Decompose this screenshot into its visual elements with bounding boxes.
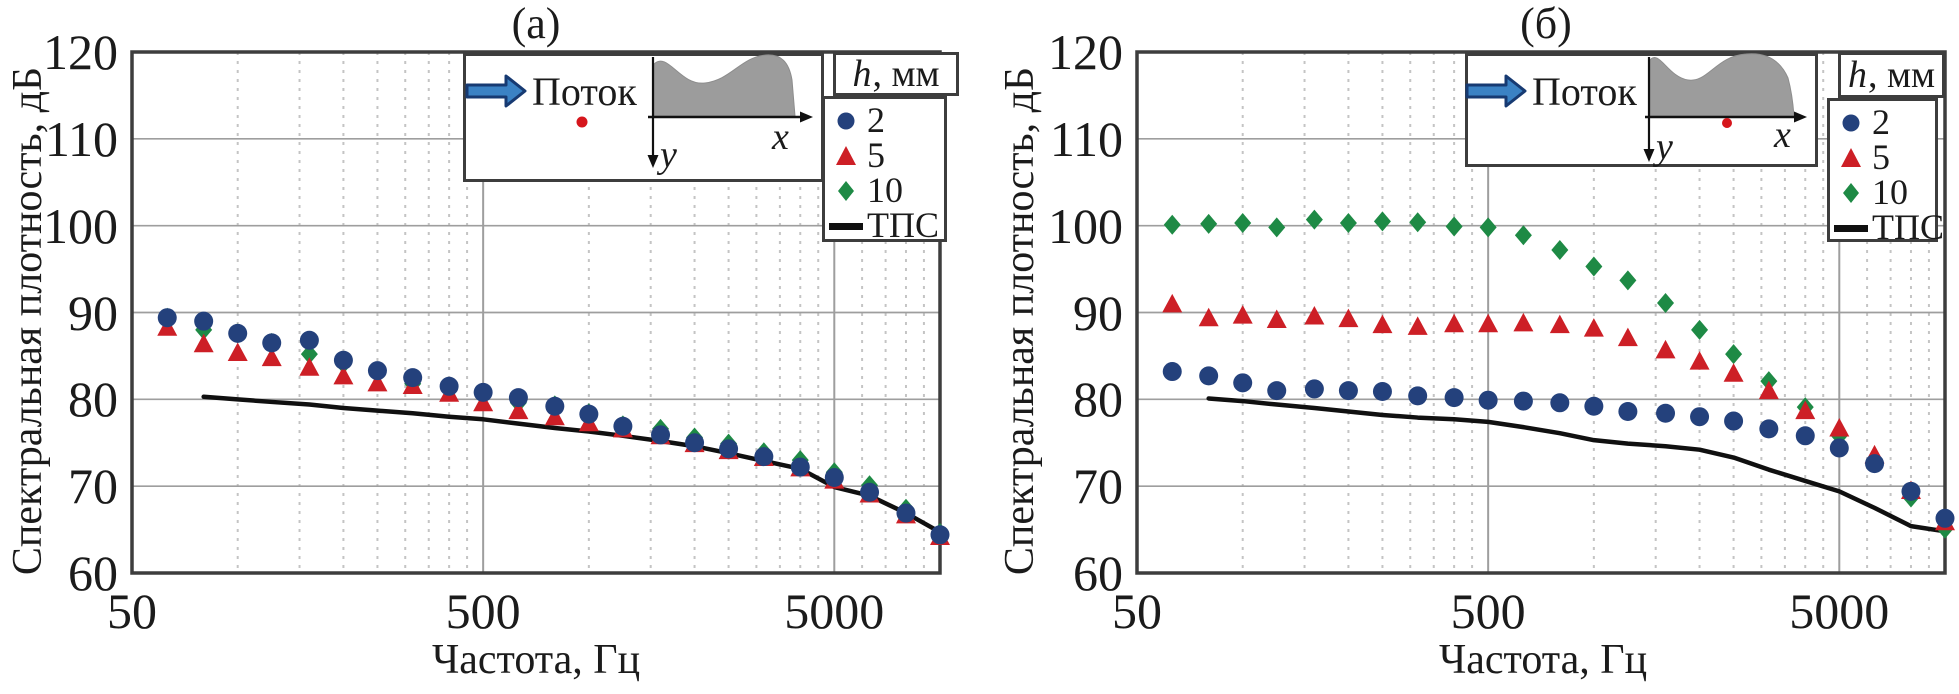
legend-h-unit: , мм: [872, 53, 940, 95]
inset-x-axis-label: x: [1774, 114, 1791, 156]
diamond-marker-icon: [838, 180, 854, 201]
series-h10: [158, 307, 949, 544]
line-marker-icon: [829, 222, 863, 230]
x-tick-label: 5000: [784, 583, 885, 639]
series-h2: [157, 308, 950, 545]
inset-y-axis-label: y: [660, 134, 677, 176]
chart-b-title: (б): [1520, 0, 1572, 48]
legend-b: 2 5 10 ТПС: [1827, 98, 1944, 247]
legend-header-b: h, мм: [1838, 52, 1945, 98]
legend-item-h5: 5: [1830, 137, 1935, 177]
line-marker-icon: [1834, 224, 1868, 232]
legend-h-unit: , мм: [1867, 54, 1936, 96]
series-h2: [1162, 362, 1955, 528]
inset-flow-diagram-a: Поток x y: [463, 53, 824, 182]
legend-item-label: 2: [1872, 101, 1890, 142]
circle-marker-icon: [1842, 114, 1860, 131]
legend-h-symbol: h: [1847, 54, 1867, 96]
series-h5: [1162, 293, 1955, 531]
legend-header-a: h, мм: [833, 52, 959, 96]
legend-item-label: 5: [867, 134, 885, 175]
legend-item-h2: 2: [1830, 102, 1935, 142]
series-h10: [1163, 209, 1954, 539]
legend-item-h10: 10: [1830, 172, 1935, 212]
chart-b-y-axis-label: Спектральная плотность, дБ: [997, 66, 1043, 576]
legend-h-symbol: h: [852, 53, 872, 95]
triangle-marker-icon: [1841, 147, 1861, 167]
inset-y-axis-label: y: [1656, 126, 1673, 168]
legend-item-label: 10: [1872, 171, 1908, 212]
diamond-marker-icon: [1843, 182, 1859, 203]
legend-item-label: 2: [867, 99, 885, 140]
flow-label: Поток: [532, 69, 637, 114]
legend-item-h5: 5: [825, 135, 944, 175]
legend-item-h10: 10: [825, 170, 944, 210]
tps-line: [1206, 396, 1948, 534]
legend-item-tps: ТПС: [1830, 207, 1944, 247]
chart-b-x-axis-label: Частота, Гц: [1438, 637, 1648, 683]
inset-x-axis-label: x: [772, 116, 789, 158]
x-tick-label: 50: [1112, 583, 1162, 639]
inset-flow-diagram-b: Поток x y: [1465, 53, 1818, 167]
legend-item-label: ТПС: [1872, 206, 1944, 247]
chart-a-y-axis-label: Спектральная плотность, дБ: [5, 66, 51, 576]
legend-item-label: ТПС: [867, 204, 939, 245]
triangle-marker-icon: [836, 145, 856, 165]
series-h5: [157, 317, 950, 546]
circle-marker-icon: [837, 112, 855, 129]
legend-item-h2: 2: [825, 100, 944, 140]
x-tick-label: 500: [445, 583, 521, 639]
x-tick-label: 50: [107, 583, 157, 639]
chart-a-x-axis-label: Частота, Гц: [431, 637, 641, 683]
x-tick-label: 500: [1450, 583, 1526, 639]
legend-item-tps: ТПС: [825, 205, 944, 245]
x-tick-label: 5000: [1789, 583, 1890, 639]
legend-item-label: 10: [867, 169, 903, 210]
flow-label: Поток: [1532, 69, 1637, 114]
chart-a-title: (а): [511, 0, 561, 48]
legend-item-label: 5: [1872, 136, 1890, 177]
legend-a: 2 5 10 ТПС: [822, 96, 947, 245]
tps-line: [201, 394, 943, 535]
